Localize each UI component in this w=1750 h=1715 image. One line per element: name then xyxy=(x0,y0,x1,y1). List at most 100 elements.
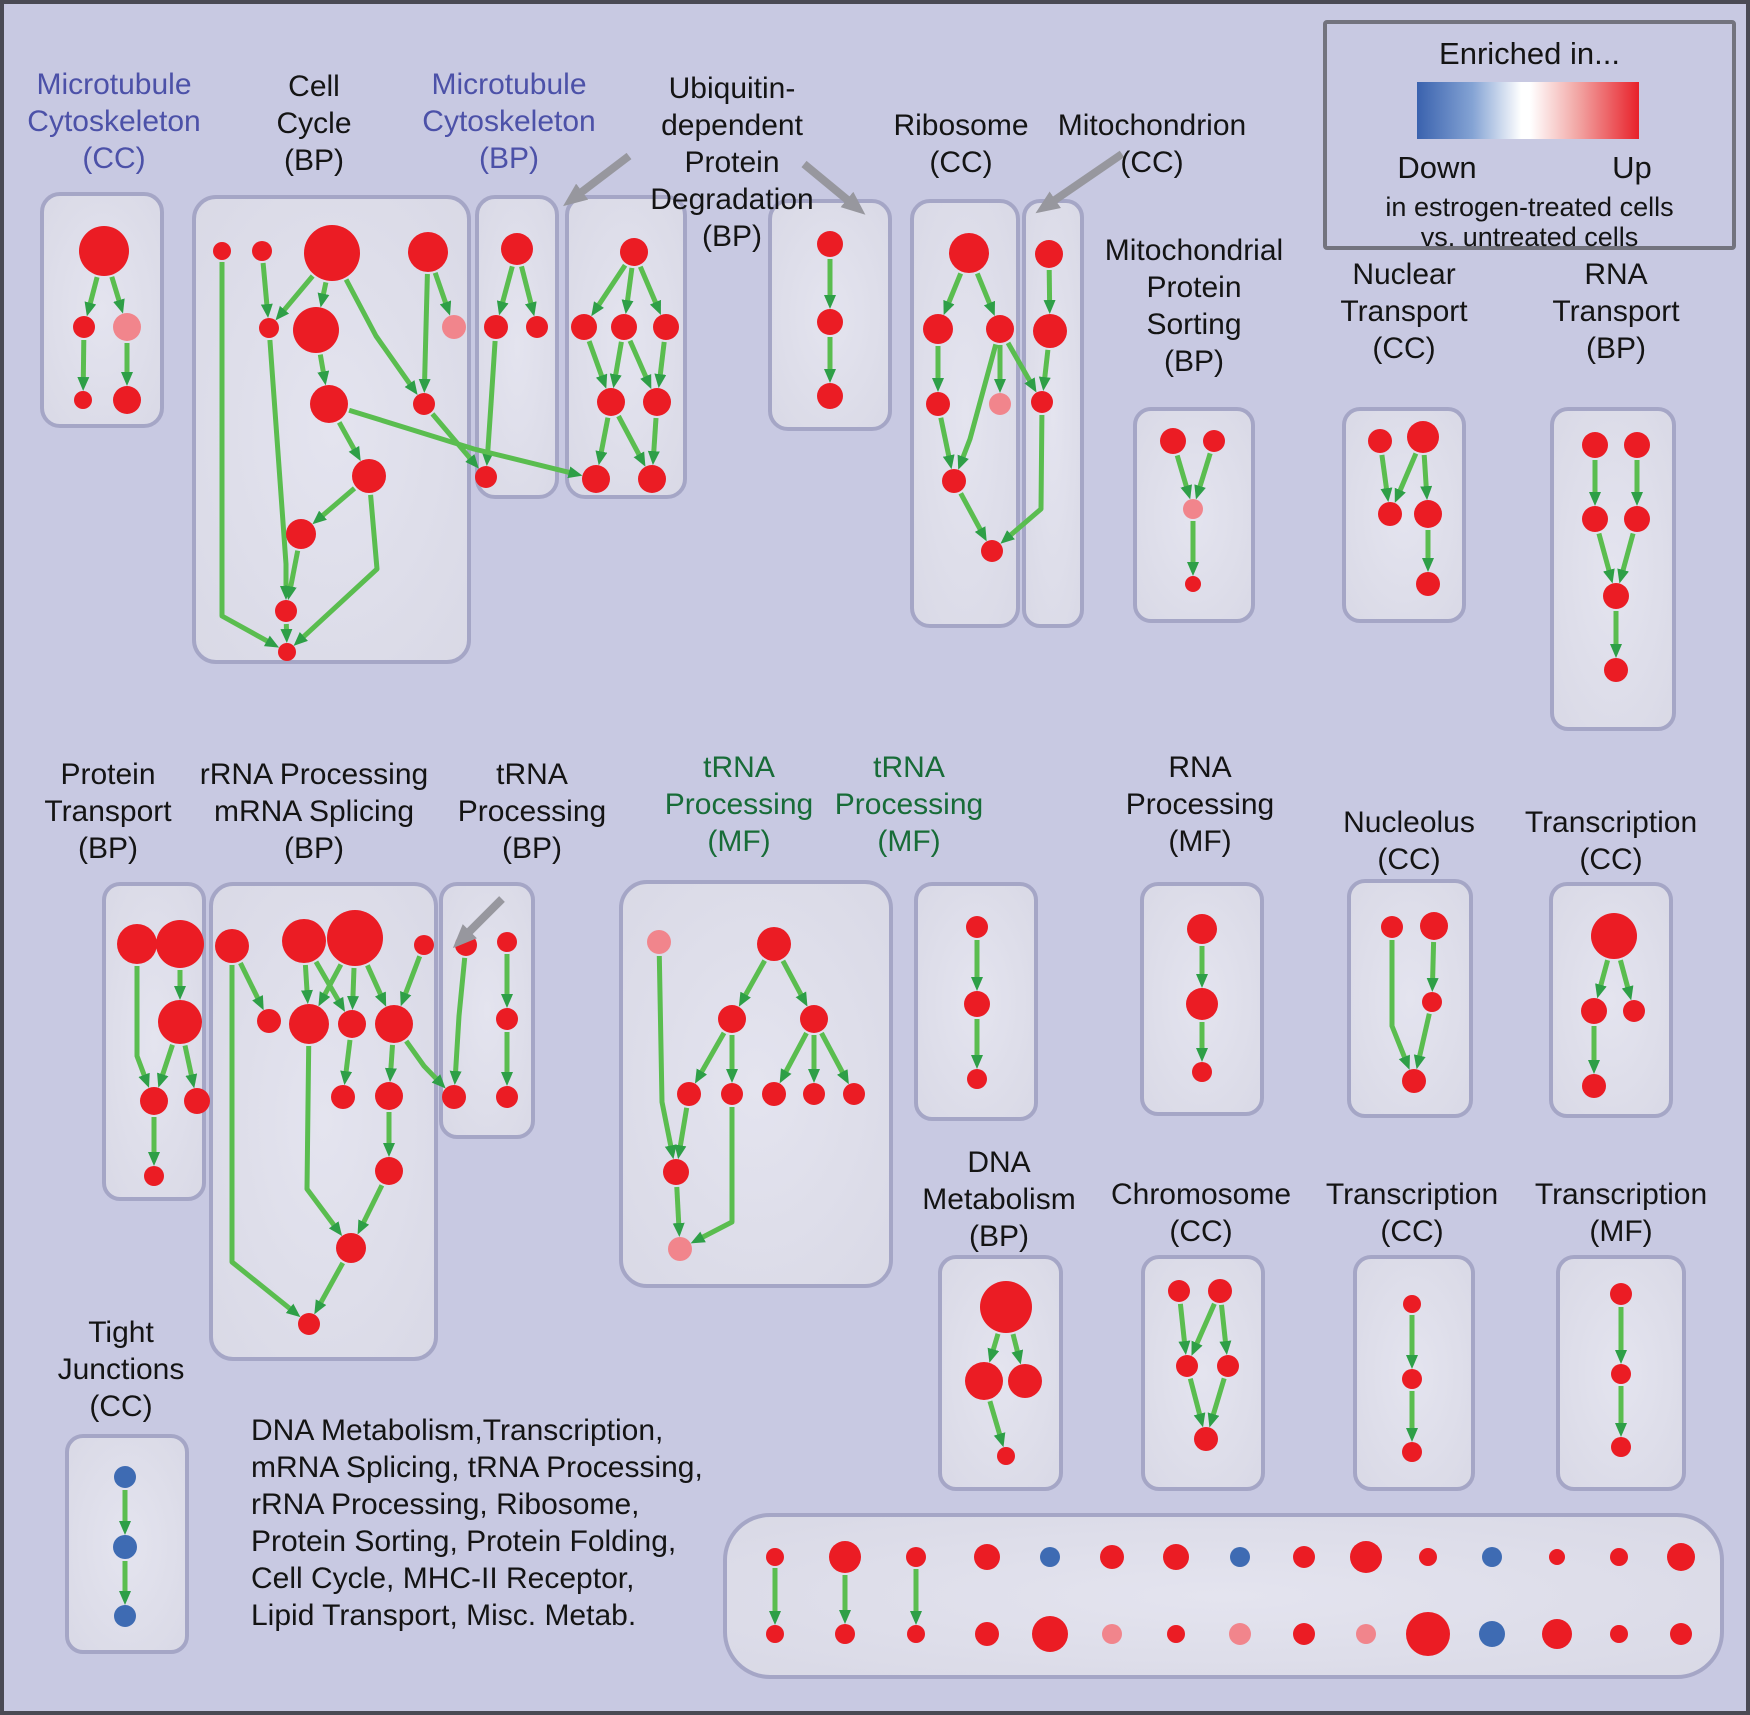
rna_proc-group-label: RNA Processing (MF) xyxy=(990,749,1410,860)
misc-term-node-d11 xyxy=(1406,1612,1450,1656)
misc-term-node-u7 xyxy=(1163,1544,1189,1570)
trans_cc2-group-box xyxy=(1549,882,1673,1118)
mt_cc-term-node-e xyxy=(113,386,141,414)
mito-group-label-line: Mitochondrion xyxy=(1057,109,1247,142)
misc-term-node-d4 xyxy=(975,1622,999,1646)
misc-term-node-d9 xyxy=(1293,1623,1315,1645)
cross-edge-mito.c-ribosome.z xyxy=(1000,414,1045,544)
label-pointer-arrow-4 xyxy=(452,896,505,949)
ubiq-edge-d-f xyxy=(595,417,611,466)
rna_proc-term-node-c xyxy=(1192,1062,1212,1082)
prot_trans-edge-a-d xyxy=(134,966,150,1088)
chromosome-group-box xyxy=(1141,1255,1265,1491)
trna_bp-term-node-c xyxy=(496,1008,518,1030)
tight-term-node-c xyxy=(114,1605,136,1627)
chromosome-edge-a-c xyxy=(1177,1303,1191,1356)
rrna-edge-m3-n1 xyxy=(340,1039,353,1086)
prot_trans-term-node-a xyxy=(117,924,157,964)
rrna-edge-t2-m3 xyxy=(313,960,346,1012)
chromosome-term-node-d xyxy=(1217,1355,1239,1377)
mps-group-label-line: Protein xyxy=(1146,271,1242,304)
trna_mf_big-term-node-s2 xyxy=(721,1083,743,1105)
mt_bp-term-node-a xyxy=(501,233,533,265)
rrna-term-node-n2 xyxy=(375,1082,403,1110)
nuc_trans-term-node-e xyxy=(1416,572,1440,596)
rrna-group-label-line: mRNA Splicing xyxy=(213,795,415,828)
legend-gradient-bar xyxy=(1417,82,1639,139)
chromosome-edge-d-e xyxy=(1207,1377,1227,1428)
cell_cycle-term-node-m2 xyxy=(293,307,339,353)
trans_cc3-term-node-a xyxy=(1403,1295,1421,1313)
mt_bp-group-label: Microtubule Cytoskeleton (BP) xyxy=(299,66,719,177)
rna_trans-group-label-line: (BP) xyxy=(1586,332,1646,365)
ribosome-group-label: Ribosome (CC) xyxy=(751,107,1171,181)
mt_bp-group-label-line: (BP) xyxy=(479,142,539,175)
misc-term-node-u5 xyxy=(1040,1547,1060,1567)
nuc_trans-group-label: Nuclear Transport (CC) xyxy=(1194,256,1614,367)
rrna-edge-t3-m2 xyxy=(318,963,344,1007)
nuc_trans-term-node-d xyxy=(1414,500,1442,528)
trna_bp-term-node-e xyxy=(496,1086,518,1108)
nuc_trans-group-box xyxy=(1342,407,1466,623)
trans_cc3-group-label-line: Transcription xyxy=(1325,1178,1499,1211)
ubiq2-term-node-c xyxy=(817,383,843,409)
trna_bp-group-label-line: tRNA xyxy=(496,758,568,791)
cell_cycle-edge-p1-s1 xyxy=(284,550,301,601)
mito-term-node-a xyxy=(1035,240,1063,268)
rna_trans-term-node-d xyxy=(1624,506,1650,532)
rrna-term-node-m2 xyxy=(289,1004,329,1044)
trna_mf_small-group-label-line: tRNA xyxy=(873,751,945,784)
note-line: DNA Metabolism,Transcription, xyxy=(251,1414,664,1447)
rrna-edge-t1-z xyxy=(229,965,301,1318)
nuc_trans-edge-b-d xyxy=(1420,454,1433,501)
cell_cycle-term-node-b1 xyxy=(278,643,296,661)
ubiq-group-label-line: Ubiquitin- xyxy=(668,72,796,105)
misc-term-node-u4 xyxy=(974,1544,1000,1570)
rna_proc-group-label-line: RNA xyxy=(1168,751,1232,784)
ubiq-term-node-a xyxy=(571,314,597,340)
misc-term-node-d1 xyxy=(766,1625,784,1643)
rna_trans-term-node-a xyxy=(1582,432,1608,458)
rrna-term-node-m1 xyxy=(257,1009,281,1033)
rrna-term-node-p1 xyxy=(336,1233,366,1263)
cross-edge-rrna.m4-trna_bp.d xyxy=(404,1039,446,1089)
prot_trans-term-node-d xyxy=(140,1087,168,1115)
mito-group-label: Mitochondrion (CC) xyxy=(942,107,1362,181)
rna_trans-group-label-line: Transport xyxy=(1552,295,1680,328)
cell_cycle-group-label-line: Cell xyxy=(288,70,340,103)
trna_mf_big-term-node-s1 xyxy=(677,1082,701,1106)
trans_cc2-edge-a-c xyxy=(1617,959,1634,1001)
cross-edge-ribosome.b-mito.c xyxy=(1005,341,1037,393)
note-line: rRNA Processing, Ribosome, xyxy=(251,1488,640,1521)
nucleolus-term-node-d xyxy=(1402,1069,1426,1093)
mito-term-node-c xyxy=(1031,391,1053,413)
trna_mf_big-edge-t-m2 xyxy=(780,959,808,1007)
legend-down-label: Down xyxy=(1397,150,1477,185)
chromosome-term-node-c xyxy=(1176,1355,1198,1377)
mt_cc-group-label: Microtubule Cytoskeleton (CC) xyxy=(4,66,324,177)
trna_mf_big-term-node-pb xyxy=(668,1237,692,1261)
trna_mf_big-edge-s2-pb xyxy=(690,1107,735,1244)
prot_trans-edge-c-e xyxy=(182,1044,198,1089)
prot_trans-group-label: Protein Transport (BP) xyxy=(4,756,318,867)
note-line: Lipid Transport, Misc. Metab. xyxy=(251,1599,637,1632)
trna_mf_small-group-label-line: Processing xyxy=(834,788,984,821)
rrna-term-node-m3 xyxy=(338,1010,366,1038)
cell_cycle-edge-m2-l1 xyxy=(317,354,330,386)
mt_bp-edge-a-c xyxy=(519,265,537,317)
trna_mf_big-group-label: tRNA Processing (MF) xyxy=(529,749,949,860)
trans_cc2-edge-a-b xyxy=(1595,959,1611,999)
misc-term-node-d14 xyxy=(1610,1625,1628,1643)
trna_bp-edge-a-d xyxy=(449,957,468,1085)
cell_cycle-edge-q1-b1 xyxy=(293,494,380,646)
trna_mf_big-term-node-o xyxy=(663,1159,689,1185)
nuc_trans-group-label-line: (CC) xyxy=(1372,332,1436,365)
dna_met-term-node-d xyxy=(997,1447,1015,1465)
misc-group-box xyxy=(723,1513,1724,1679)
rrna-term-node-m4 xyxy=(375,1005,413,1043)
trna_mf_big-term-node-m1 xyxy=(718,1005,746,1033)
dna_met-edge-a-c xyxy=(1010,1333,1024,1365)
mito-edge-b-c xyxy=(1038,349,1051,392)
chromosome-term-node-a xyxy=(1168,1280,1190,1302)
trna_mf_big-edge-o-pb xyxy=(672,1186,685,1237)
